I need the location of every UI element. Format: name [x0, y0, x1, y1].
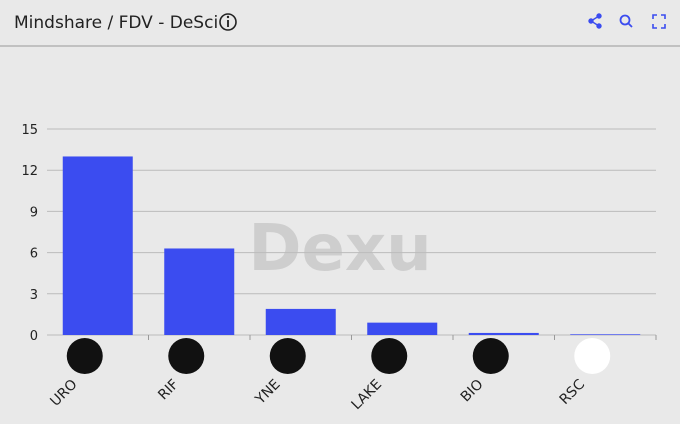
bar: [164, 248, 235, 335]
y-tick-label: 12: [21, 164, 38, 179]
token-icon: [371, 338, 408, 374]
y-tick-label: 3: [30, 288, 38, 303]
token-icon: [472, 338, 509, 374]
bar: [367, 322, 438, 335]
y-tick-label: 15: [21, 123, 38, 138]
bar: [468, 332, 539, 335]
bar: [265, 308, 336, 335]
y-tick-label: 6: [30, 247, 38, 262]
token-icon: [66, 338, 103, 374]
token-icon: [269, 338, 306, 374]
info-icon[interactable]: [219, 13, 237, 31]
share-icon[interactable]: [588, 13, 602, 29]
token-icon: [168, 338, 205, 374]
watermark: Dexu: [248, 212, 431, 286]
fullscreen-icon[interactable]: [652, 14, 666, 29]
zoom-icon[interactable]: [619, 14, 633, 28]
y-tick-label: 9: [30, 205, 38, 220]
chart-title: Mindshare / FDV - DeSci: [14, 13, 218, 33]
bar: [62, 156, 133, 335]
bar: [570, 334, 641, 335]
token-icon: [574, 338, 611, 374]
y-tick-label: 0: [30, 329, 38, 344]
